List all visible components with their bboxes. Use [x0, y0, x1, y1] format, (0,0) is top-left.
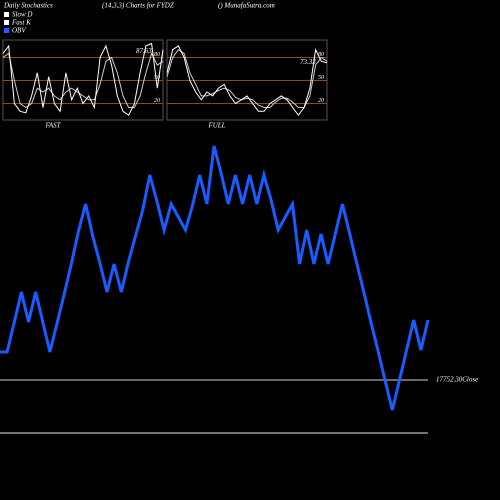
series-line — [2, 42, 164, 116]
series-line — [0, 145, 430, 411]
panel-frame — [2, 39, 164, 121]
last-value-label: 87.63 — [136, 47, 152, 55]
y-tick-label: 20 — [318, 98, 324, 104]
y-tick-label: 80 — [154, 52, 160, 58]
series-line — [2, 52, 164, 109]
legend-label: Slow D — [12, 11, 32, 19]
panel-frame — [166, 39, 328, 121]
series-line — [166, 49, 328, 108]
close-label: 17752.30Close — [436, 376, 478, 384]
y-tick-label: 50 — [154, 75, 160, 81]
chart-subtitle: (14,3,3) Charts for FYDZ — [102, 2, 174, 10]
chart-title: Daily Stochastics — [3, 2, 53, 10]
series-line — [166, 45, 328, 117]
legend-swatch — [4, 20, 9, 25]
y-tick-label: 50 — [318, 75, 324, 81]
y-tick-label: 80 — [318, 52, 324, 58]
y-tick-label: 20 — [154, 98, 160, 104]
legend-label: Fast K — [11, 19, 31, 27]
legend-label: OBV — [12, 27, 26, 35]
panel-label: FAST — [44, 122, 61, 130]
legend-swatch — [4, 28, 9, 33]
last-value-label: 73.33 — [300, 58, 316, 66]
legend-swatch — [4, 12, 9, 17]
chart-source: () MunafaSutra.com — [218, 2, 275, 10]
panel-label: FULL — [207, 122, 225, 130]
